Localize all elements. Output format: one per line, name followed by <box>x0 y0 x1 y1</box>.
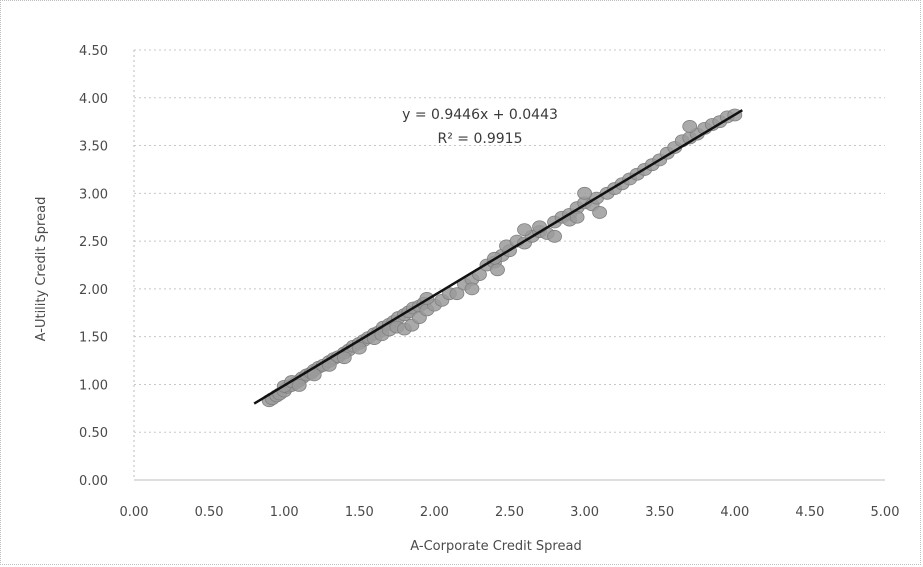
y-tick-label: 4.00 <box>79 92 108 107</box>
x-tick-label: 0.00 <box>120 505 149 520</box>
gridlines <box>134 49 885 433</box>
r-squared-label: R² = 0.9915 <box>438 131 523 147</box>
y-tick-label: 1.00 <box>79 378 108 393</box>
trendline-equation: y = 0.9446x + 0.0443 <box>402 107 558 123</box>
x-tick-label: 1.50 <box>345 505 374 520</box>
x-tick-label: 5.00 <box>871 505 900 520</box>
data-point <box>351 341 367 355</box>
x-tick-label: 3.50 <box>645 505 674 520</box>
data-point <box>577 186 592 200</box>
y-tick-label: 2.00 <box>79 283 108 298</box>
data-point <box>592 206 608 219</box>
data-point <box>490 263 505 277</box>
data-point <box>336 351 352 365</box>
data-point <box>517 223 532 237</box>
data-point <box>291 378 307 392</box>
y-tick-label: 3.00 <box>79 187 108 202</box>
x-axis-title: A-Corporate Credit Spread <box>410 539 581 554</box>
x-tick-label: 0.50 <box>195 505 224 520</box>
x-tick-label: 1.00 <box>270 505 299 520</box>
y-tick-label: 0.00 <box>79 474 108 489</box>
y-tick-label: 2.50 <box>79 235 108 250</box>
x-tick-label: 4.50 <box>795 505 824 520</box>
y-axis-title: A-Utility Credit Spread <box>34 197 49 342</box>
axes <box>133 50 885 481</box>
y-tick-label: 4.50 <box>79 44 108 59</box>
data-point <box>449 287 465 301</box>
y-tick-label: 1.50 <box>79 331 108 346</box>
y-tick-labels: 0.00 0.50 1.00 1.50 2.00 2.50 3.00 3.50 4.00 4.50 <box>79 44 108 489</box>
data-point <box>682 120 698 133</box>
data-point <box>569 210 585 224</box>
trendline <box>253 109 743 405</box>
x-tick-label: 3.00 <box>570 505 599 520</box>
y-tick-label: 0.50 <box>79 426 108 441</box>
x-tick-label: 2.00 <box>420 505 449 520</box>
y-tick-label: 3.50 <box>79 140 108 155</box>
x-tick-label: 4.00 <box>720 505 749 520</box>
data-point <box>464 282 480 296</box>
x-tick-label: 2.50 <box>495 505 524 520</box>
data-point <box>547 229 562 243</box>
x-tick-labels: 0.00 0.50 1.00 1.50 2.00 2.50 3.00 3.50 4.00 4.50… <box>120 505 900 520</box>
